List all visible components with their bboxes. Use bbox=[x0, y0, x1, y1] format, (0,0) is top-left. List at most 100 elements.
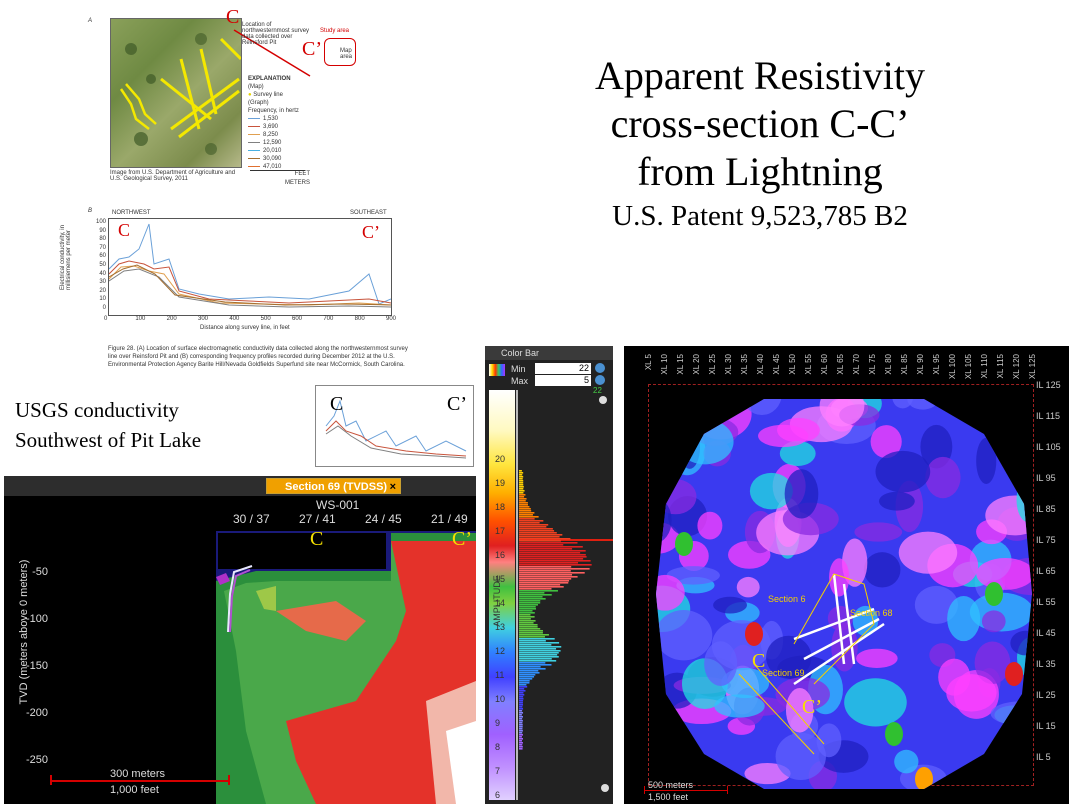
xl-label: XL 105 bbox=[964, 354, 973, 380]
histogram-bar bbox=[519, 568, 590, 570]
figure-b-northwest: NORTHWEST bbox=[112, 210, 151, 216]
histogram-bar bbox=[519, 524, 549, 526]
resistivity-blob bbox=[697, 511, 723, 540]
color-bar-tick: 12 bbox=[495, 646, 506, 656]
histogram-bar bbox=[519, 682, 530, 684]
histogram-bar bbox=[519, 506, 530, 508]
section-top-tick: 27 / 41 bbox=[299, 512, 336, 526]
histogram-bar bbox=[519, 514, 533, 516]
min-refresh-icon[interactable] bbox=[595, 363, 605, 373]
il-label: IL 55 bbox=[1036, 597, 1056, 607]
histogram-bar bbox=[519, 672, 540, 674]
histogram-bar bbox=[519, 560, 591, 562]
histogram-bar bbox=[519, 516, 539, 518]
map-c-label: C bbox=[752, 650, 766, 672]
color-bar-tick: 13 bbox=[495, 622, 506, 632]
xl-label: XL 40 bbox=[756, 354, 765, 375]
legend-frequency-swatch bbox=[248, 157, 260, 159]
section-lines bbox=[738, 573, 885, 755]
legend-survey-line: ● Survey line bbox=[248, 92, 283, 98]
il-label: IL 95 bbox=[1036, 473, 1056, 483]
figure-b-x-tick: 600 bbox=[292, 316, 303, 322]
il-labels: IL 125 IL 115 IL 105 IL 95 IL 85 IL 75 IL 65 IL… bbox=[1034, 380, 1069, 780]
histogram-bar bbox=[519, 498, 527, 500]
image-credit: Image from U.S. Department of Agricultur… bbox=[110, 170, 236, 182]
color-bar-slider-track[interactable] bbox=[516, 390, 518, 800]
histogram-bar bbox=[519, 504, 528, 506]
histogram-bar bbox=[519, 624, 538, 626]
histogram-bar bbox=[519, 574, 573, 576]
close-tab-icon[interactable]: × bbox=[389, 481, 396, 493]
legend-graph: (Graph) bbox=[248, 100, 269, 106]
histogram-bar bbox=[519, 734, 523, 736]
xl-label: XL 60 bbox=[820, 354, 829, 375]
color-palette-icon[interactable] bbox=[489, 364, 505, 376]
color-bar-tick: 6 bbox=[495, 790, 501, 800]
scale-feet: FEET bbox=[294, 171, 310, 177]
resistivity-blob bbox=[713, 596, 747, 614]
histogram-bar bbox=[519, 530, 555, 532]
zoom-in-icon[interactable] bbox=[599, 396, 607, 404]
max-input[interactable]: 5 bbox=[535, 375, 591, 386]
section-scale-feet: 1,000 feet bbox=[110, 784, 159, 796]
min-input[interactable]: 22 bbox=[535, 363, 591, 374]
figure-a-c-prime-label: C’ bbox=[302, 38, 322, 60]
resistivity-blob bbox=[854, 522, 903, 542]
histogram-bar bbox=[519, 664, 552, 666]
section-y-tick: -100 bbox=[25, 613, 48, 625]
resistivity-blob bbox=[758, 424, 809, 448]
histogram-bar bbox=[519, 542, 578, 544]
min-label: Min bbox=[511, 364, 526, 374]
figure-b-x-tick: 700 bbox=[323, 316, 334, 322]
il-label: IL 115 bbox=[1036, 411, 1061, 421]
small-graph-curves bbox=[325, 399, 467, 459]
histogram-bar bbox=[519, 600, 541, 602]
resistivity-blob bbox=[925, 456, 961, 499]
max-refresh-icon[interactable] bbox=[595, 375, 605, 385]
title-line-1: Apparent Resistivity bbox=[595, 53, 925, 98]
tab-section-69[interactable]: Section 69 (TVDSS) × bbox=[266, 478, 401, 494]
histogram-bar bbox=[519, 538, 571, 540]
histogram-bar bbox=[519, 492, 524, 494]
resistivity-blob bbox=[692, 399, 741, 404]
map-scale-feet: 1,500 feet bbox=[648, 792, 689, 802]
histogram-bar bbox=[519, 690, 526, 692]
tab-section-69-label: Section 69 (TVDSS) bbox=[285, 481, 388, 493]
histogram-bar bbox=[519, 544, 564, 546]
figure-b-letter: B bbox=[88, 208, 93, 214]
histogram-bar bbox=[519, 626, 538, 628]
histogram-bar bbox=[519, 654, 558, 656]
histogram-bar bbox=[519, 612, 535, 614]
histogram-bar bbox=[519, 620, 536, 622]
histogram-bar bbox=[519, 526, 547, 528]
section-edge-outline bbox=[227, 565, 253, 633]
well-label: WS-001 bbox=[316, 498, 360, 512]
histogram-bar bbox=[519, 644, 552, 646]
zoom-out-icon[interactable] bbox=[601, 784, 609, 792]
color-bar-tick: 19 bbox=[495, 478, 506, 488]
resistivity-blob bbox=[666, 566, 720, 585]
legend-frequency: Frequency, in hertz bbox=[248, 108, 299, 114]
histogram-bar bbox=[519, 588, 552, 590]
histogram-bar bbox=[519, 748, 523, 750]
histogram-bar bbox=[519, 590, 558, 592]
resistivity-blob bbox=[976, 437, 997, 485]
resistivity-blob bbox=[892, 399, 914, 409]
figure-b-x-tick: 400 bbox=[229, 316, 240, 322]
inset-map-area: Map area bbox=[340, 48, 353, 60]
histogram-bar bbox=[519, 640, 546, 642]
figure-b-xlabel: Distance along survey line, in feet bbox=[200, 325, 290, 331]
histogram-bar bbox=[519, 688, 525, 690]
histogram-bar bbox=[519, 470, 522, 472]
xl-label: XL 75 bbox=[868, 354, 877, 375]
figure-b-y-tick: 10 bbox=[99, 296, 106, 303]
histogram-bar bbox=[519, 532, 557, 534]
histogram-bar bbox=[519, 496, 525, 498]
map-legend: EXPLANATION (Map) ● Survey line (Graph) … bbox=[248, 75, 318, 171]
patent-number: U.S. Patent 9,523,785 B2 bbox=[612, 200, 908, 232]
histogram-bar bbox=[519, 680, 530, 682]
legend-frequency-item: 12,590 bbox=[248, 139, 318, 147]
resistivity-blob bbox=[775, 732, 826, 781]
resistivity-blob bbox=[974, 641, 1011, 685]
histogram-bar bbox=[519, 566, 572, 568]
